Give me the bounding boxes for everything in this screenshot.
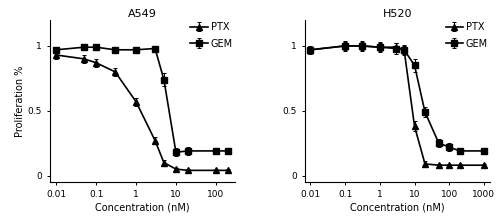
Y-axis label: Proliferation %: Proliferation %: [14, 65, 24, 137]
X-axis label: Concentration (nM): Concentration (nM): [95, 202, 190, 212]
X-axis label: Concentration (nM): Concentration (nM): [350, 202, 445, 212]
Title: A549: A549: [128, 9, 157, 19]
Title: H520: H520: [383, 9, 412, 19]
Legend: PTX, GEM: PTX, GEM: [444, 21, 489, 50]
Legend: PTX, GEM: PTX, GEM: [190, 21, 234, 50]
